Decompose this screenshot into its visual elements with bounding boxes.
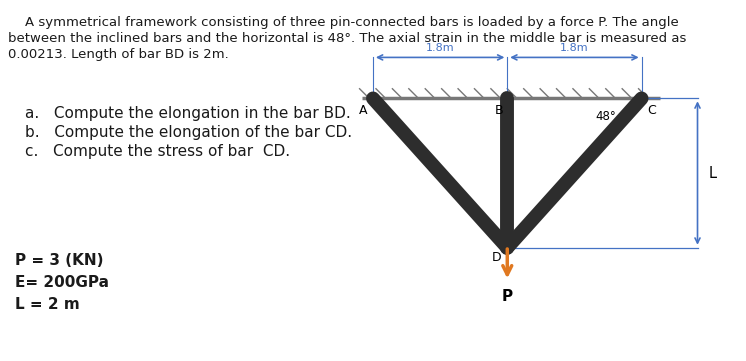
Text: E= 200GPa: E= 200GPa	[15, 275, 109, 290]
Text: D: D	[492, 251, 501, 264]
Text: b.   Compute the elongation of the bar CD.: b. Compute the elongation of the bar CD.	[25, 125, 352, 140]
Text: A: A	[359, 104, 367, 117]
Text: A symmetrical framework consisting of three pin-connected bars is loaded by a fo: A symmetrical framework consisting of th…	[8, 16, 679, 29]
Text: c.   Compute the stress of bar  CD.: c. Compute the stress of bar CD.	[25, 144, 290, 159]
Text: 1.8m: 1.8m	[560, 43, 589, 53]
Text: a.   Compute the elongation in the bar BD.: a. Compute the elongation in the bar BD.	[25, 106, 351, 121]
Text: L = 2 m: L = 2 m	[15, 297, 80, 312]
Text: P: P	[502, 289, 513, 304]
Text: L: L	[709, 166, 717, 180]
Text: P = 3 (KN): P = 3 (KN)	[15, 253, 104, 268]
Text: between the inclined bars and the horizontal is 48°. The axial strain in the mid: between the inclined bars and the horizo…	[8, 32, 686, 45]
Text: C: C	[648, 104, 656, 117]
Text: 48°: 48°	[595, 110, 616, 123]
Text: B: B	[495, 104, 504, 117]
Text: 0.00213. Length of bar BD is 2m.: 0.00213. Length of bar BD is 2m.	[8, 48, 229, 61]
Text: 1.8m: 1.8m	[426, 43, 454, 53]
